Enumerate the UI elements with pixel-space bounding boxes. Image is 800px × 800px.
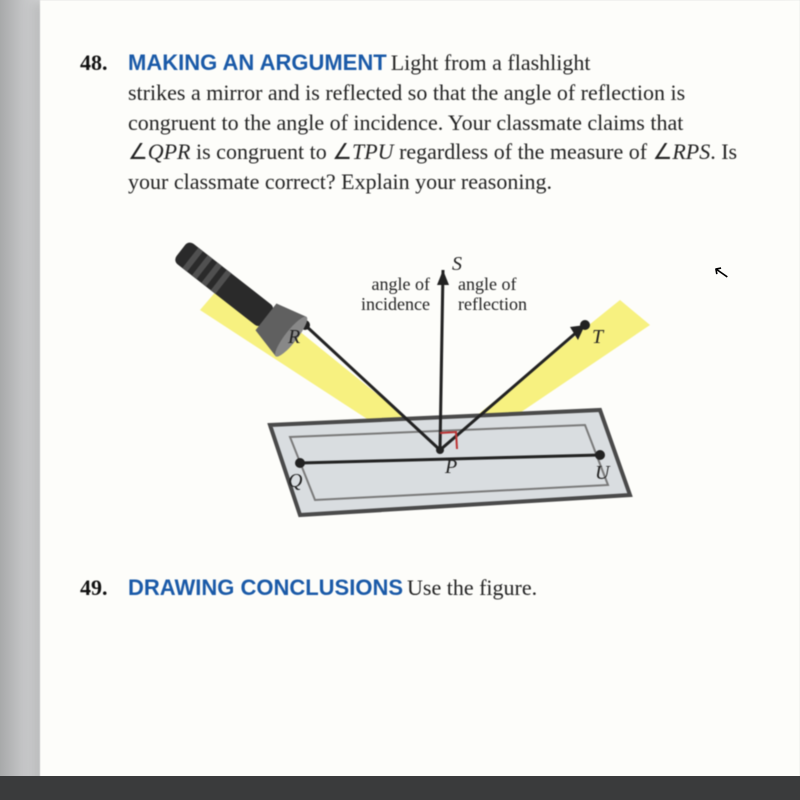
device-bottom-bar xyxy=(0,776,800,800)
label-reflection-1: angle of xyxy=(458,274,516,294)
angle-qpr: QPR xyxy=(148,139,191,164)
body-text-2: is congruent to xyxy=(191,139,333,164)
figure-48: S R T Q P U angle of incidence angle of … xyxy=(140,215,680,535)
problem-49: 49. DRAWING CONCLUSIONS Use the figure. xyxy=(80,575,740,601)
problem-48-lead: Light from a flashlight xyxy=(391,50,591,75)
body-text-3: regardless of the measure of xyxy=(394,139,653,164)
label-U: U xyxy=(595,462,611,484)
problem-48-header: 48. MAKING AN ARGUMENT Light from a flas… xyxy=(80,50,740,76)
problem-49-number: 49. xyxy=(80,575,116,601)
problem-48-body: strikes a mirror and is reflected so tha… xyxy=(128,78,740,197)
problem-49-header: 49. DRAWING CONCLUSIONS Use the figure. xyxy=(80,575,740,601)
label-P: P xyxy=(444,456,457,478)
body-text-1: strikes a mirror and is reflected so tha… xyxy=(128,80,685,135)
angle-sym-2: ∠ xyxy=(332,139,352,164)
label-S: S xyxy=(452,253,462,275)
problem-48: 48. MAKING AN ARGUMENT Light from a flas… xyxy=(80,50,740,535)
problem-49-title: DRAWING CONCLUSIONS xyxy=(128,575,403,600)
angle-sym-1: ∠ xyxy=(128,139,148,164)
problem-48-number: 48. xyxy=(80,50,116,76)
label-R: R xyxy=(287,326,300,348)
label-reflection-2: reflection xyxy=(458,294,527,314)
textbook-page: 48. MAKING AN ARGUMENT Light from a flas… xyxy=(40,0,800,800)
label-T: T xyxy=(592,326,605,348)
angle-rps: RPS xyxy=(672,139,710,164)
label-incidence-2: incidence xyxy=(361,294,430,314)
angle-sym-3: ∠ xyxy=(653,139,673,164)
angle-tpu: TPU xyxy=(352,139,394,164)
problem-49-body: Use the figure. xyxy=(407,575,537,600)
page-left-edge xyxy=(0,0,40,800)
label-incidence-1: angle of xyxy=(372,274,430,294)
problem-48-title: MAKING AN ARGUMENT xyxy=(128,50,387,75)
label-Q: Q xyxy=(288,470,303,492)
reflection-diagram: S R T Q P U angle of incidence angle of … xyxy=(140,215,680,535)
